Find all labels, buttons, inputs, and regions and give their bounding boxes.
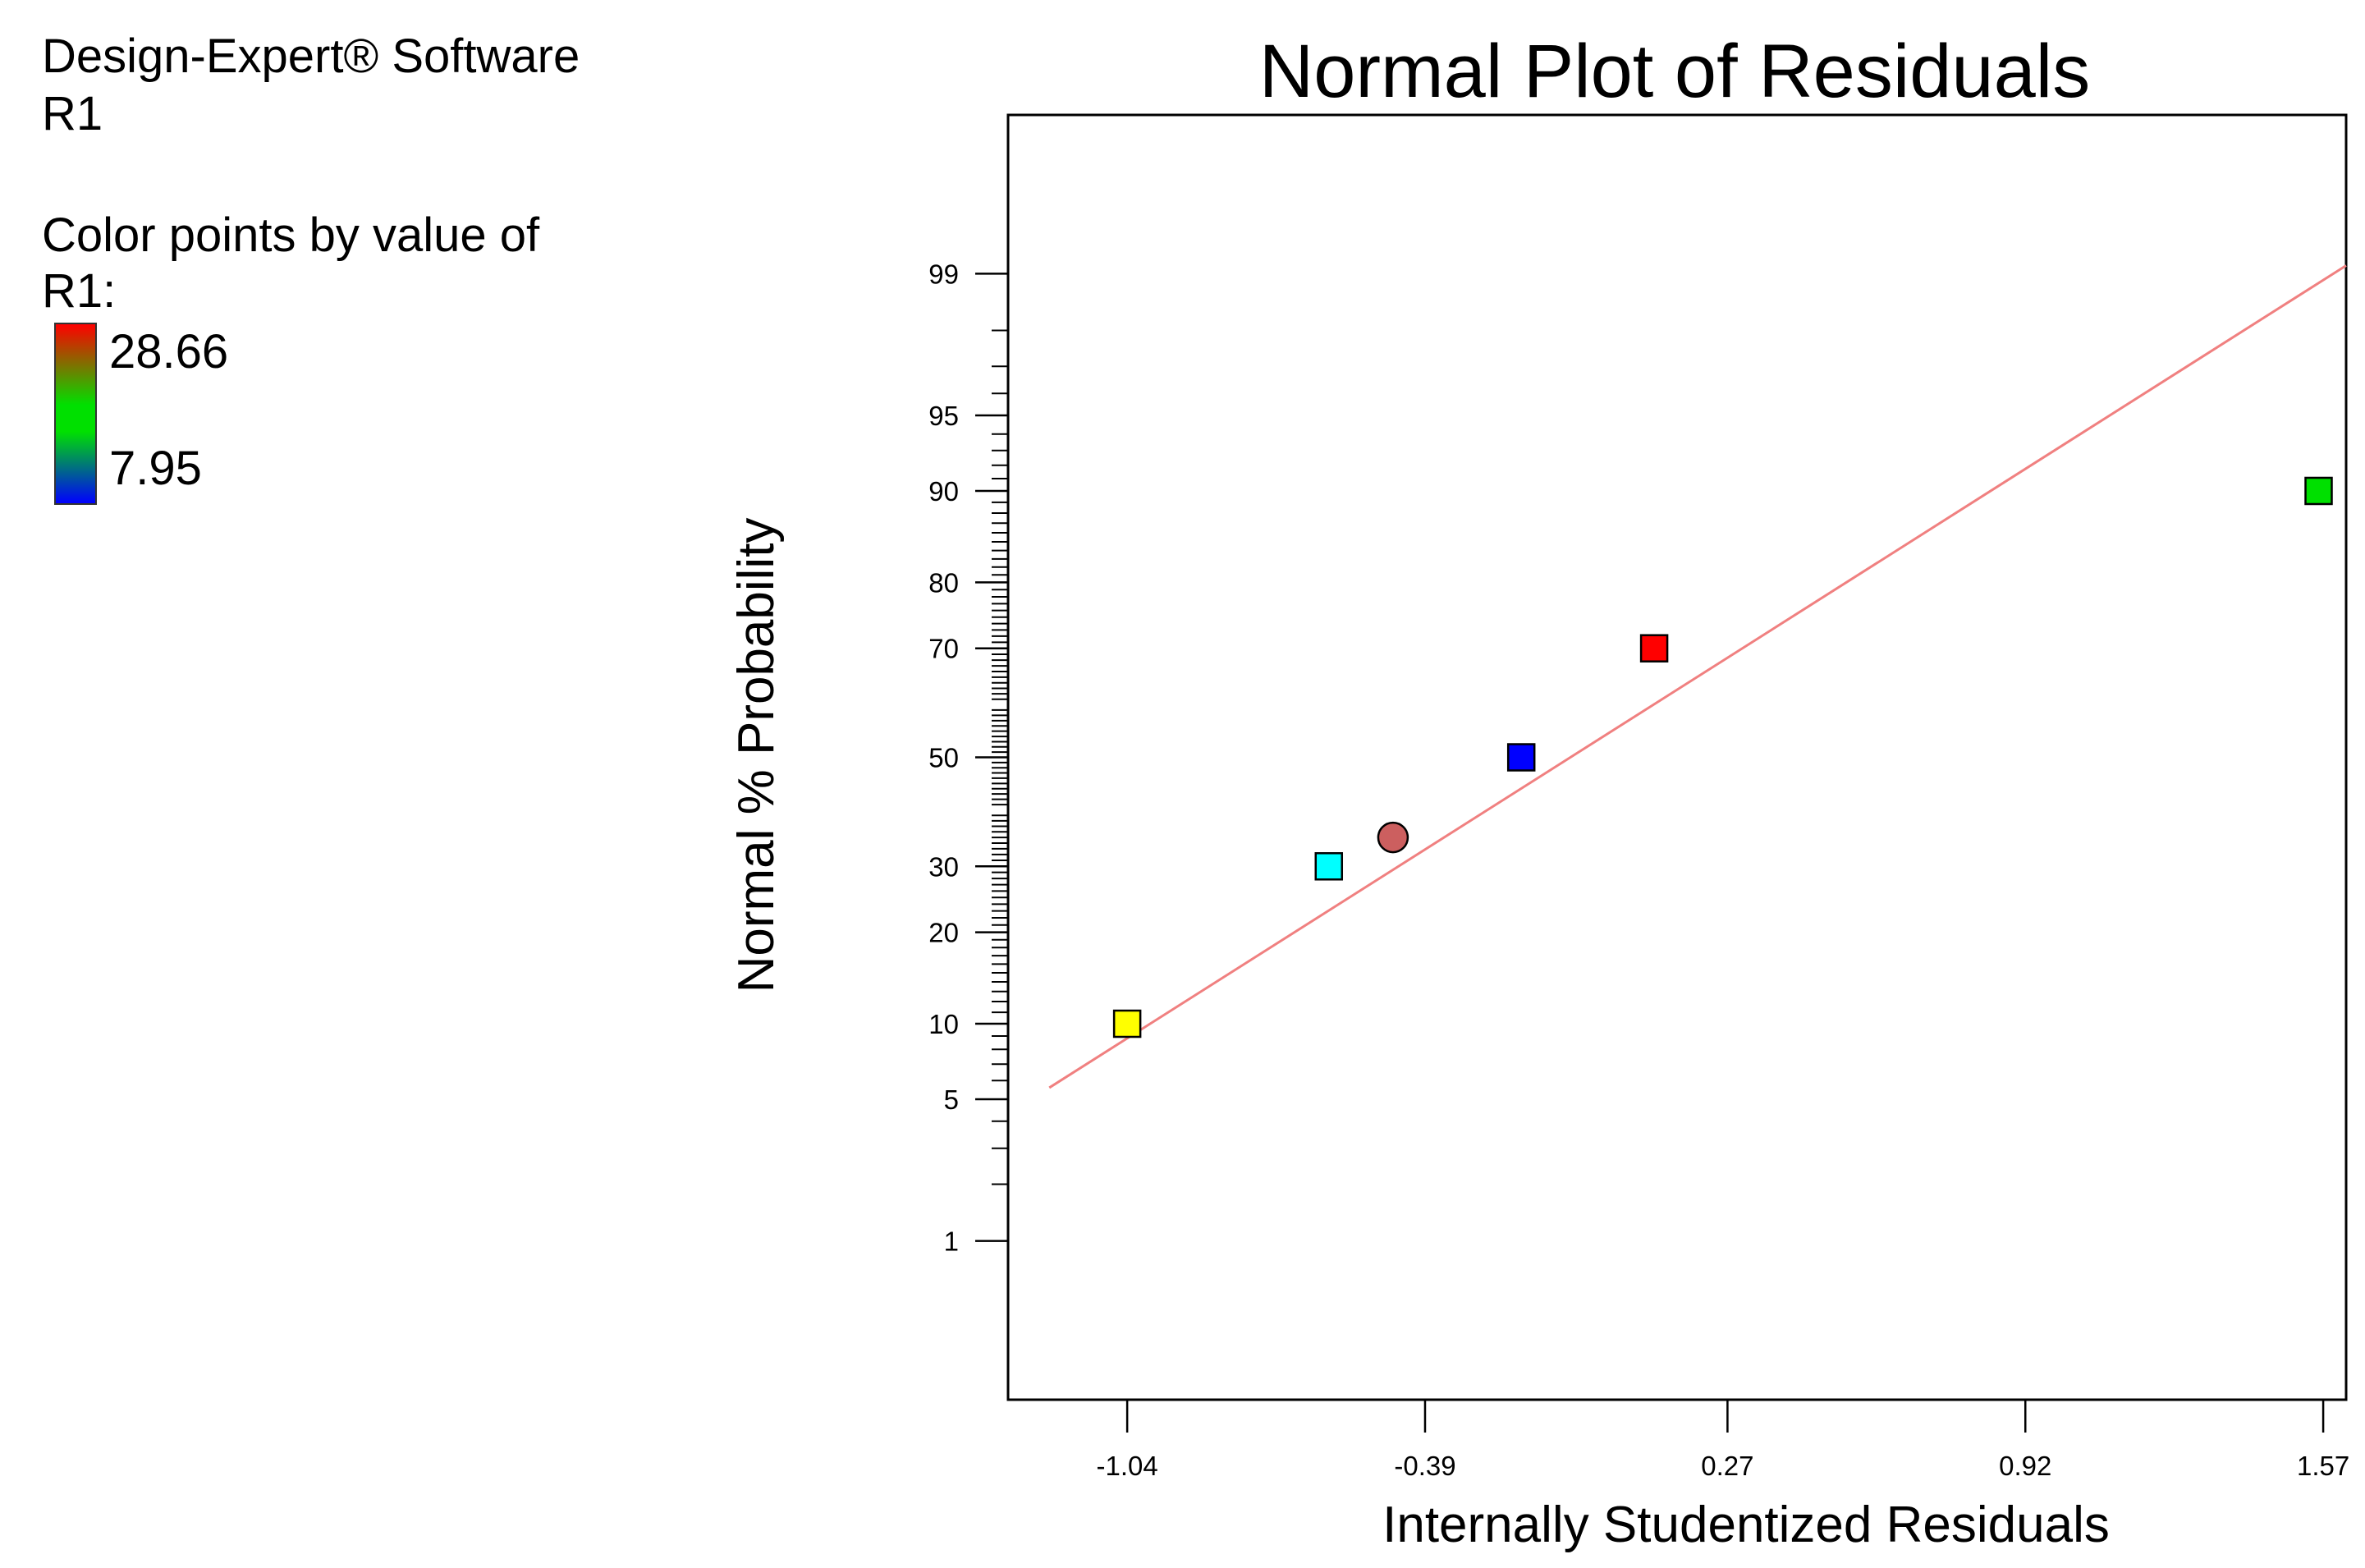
fit-line bbox=[1048, 264, 2347, 1089]
x-tick-label: 0.92 bbox=[1999, 1451, 2051, 1481]
color-scale-bar bbox=[54, 323, 97, 505]
x-axis-title: Internally Studentized Residuals bbox=[1382, 1497, 2110, 1553]
data-point-square bbox=[1314, 852, 1344, 881]
x-tick-label: -1.04 bbox=[1097, 1451, 1158, 1481]
chart-title: Normal Plot of Residuals bbox=[1259, 30, 2090, 113]
y-tick-label: 1 bbox=[944, 1226, 959, 1257]
y-tick-label: 70 bbox=[928, 634, 959, 664]
data-point-square bbox=[1639, 634, 1669, 663]
data-point-circle bbox=[1377, 821, 1409, 854]
y-axis-title: Normal % Probability bbox=[728, 518, 785, 993]
y-tick-label: 99 bbox=[928, 259, 959, 289]
response-name: R1 bbox=[42, 87, 103, 140]
y-tick-label: 90 bbox=[928, 476, 959, 507]
x-tick-label: 0.27 bbox=[1701, 1451, 1753, 1481]
color-max-value: 28.66 bbox=[109, 325, 229, 378]
color-min-value: 7.95 bbox=[109, 442, 202, 495]
data-point-square bbox=[1112, 1009, 1142, 1038]
y-tick-label: 10 bbox=[928, 1009, 959, 1039]
color-caption: Color points by value of bbox=[42, 209, 540, 262]
data-point-square bbox=[2304, 476, 2333, 506]
y-tick-label: 20 bbox=[928, 918, 959, 948]
y-tick-label: 50 bbox=[928, 743, 959, 773]
plot-frame bbox=[1006, 113, 2348, 1401]
y-tick-label: 30 bbox=[928, 851, 959, 882]
y-tick-label: 95 bbox=[928, 401, 959, 431]
x-tick-label: -0.39 bbox=[1394, 1451, 1455, 1481]
software-name: Design-Expert® Software bbox=[42, 30, 580, 83]
y-tick-label: 5 bbox=[944, 1084, 959, 1115]
y-tick-label: 80 bbox=[928, 567, 959, 598]
data-point-square bbox=[1506, 743, 1536, 772]
color-response: R1: bbox=[42, 264, 117, 318]
x-tick-label: 1.57 bbox=[2297, 1451, 2349, 1481]
